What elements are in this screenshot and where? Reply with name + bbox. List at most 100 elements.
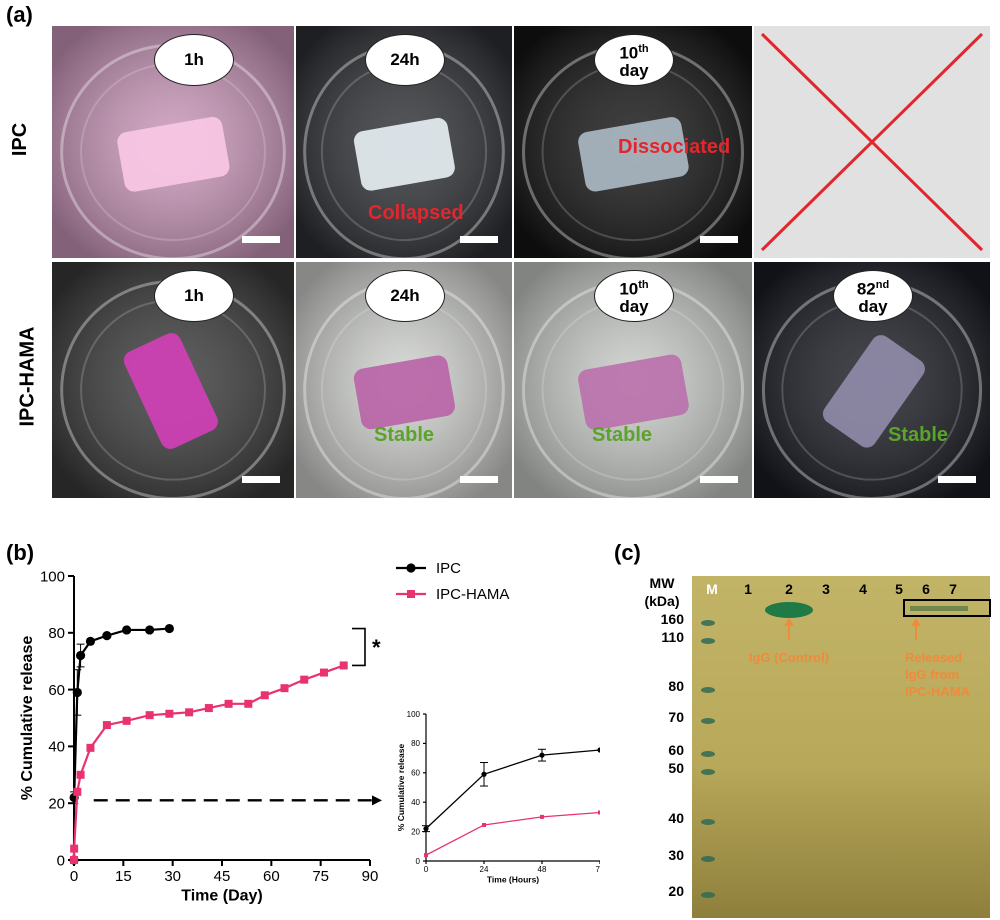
scaffold — [353, 117, 455, 191]
x-tick-label: 60 — [263, 868, 280, 885]
data-point — [122, 716, 131, 725]
y-tick-label: 100 — [40, 568, 65, 585]
status-label: Stable — [888, 424, 949, 446]
data-point — [339, 661, 348, 670]
scaffold — [117, 116, 230, 192]
lane-label: 7 — [949, 581, 957, 597]
y-tick-label: 0 — [416, 857, 421, 866]
data-point — [102, 631, 112, 641]
gel-background — [692, 576, 990, 918]
data-point — [164, 623, 174, 634]
y-tick-label: 20 — [411, 827, 420, 836]
data-point — [424, 853, 428, 858]
x-tick-label: 0 — [424, 865, 429, 874]
scaffold — [822, 335, 925, 448]
scale-bar — [700, 476, 738, 483]
scaffold — [578, 117, 689, 192]
mw-label: 110 — [661, 629, 684, 645]
sds-page-gel: MW (kDa) 160 110 80 70 60 50 40 30 20 M 1 2 3 4 5 6 7 IgG (… — [644, 575, 991, 918]
photo-ipc-hama-3 — [514, 262, 752, 498]
x-tick-label: 0 — [70, 868, 78, 885]
x-tick-label: 90 — [362, 868, 379, 885]
y-tick-label: 100 — [407, 710, 421, 719]
scale-bar — [460, 476, 498, 483]
status-label: Dissociated — [618, 136, 731, 158]
marker-band — [701, 718, 715, 724]
zoom-arrow-head — [372, 795, 382, 806]
x-axis-label: Time (Hours) — [487, 874, 539, 884]
mw-label: 160 — [661, 611, 685, 627]
y-tick-label: 60 — [48, 682, 65, 699]
x-tick-label: 24 — [480, 865, 489, 874]
data-point — [85, 636, 96, 646]
y-tick-label: 80 — [411, 739, 420, 748]
lane-label: 1 — [744, 581, 752, 597]
data-point — [72, 687, 82, 698]
mw-label: 30 — [668, 847, 684, 863]
released-igg-label: IPC-HAMA — [905, 684, 971, 699]
marker-band — [701, 856, 715, 862]
data-point — [598, 810, 600, 815]
lane-label: 2 — [785, 581, 793, 597]
y-tick-label: 60 — [411, 769, 420, 778]
data-point — [102, 721, 111, 730]
data-point — [185, 708, 194, 717]
time-point-label: 1h — [184, 286, 204, 305]
data-point — [481, 771, 487, 777]
data-point — [75, 650, 86, 661]
y-axis-label: % Cumulative release — [396, 744, 406, 832]
mw-label: 20 — [668, 883, 684, 899]
panel-c-letter: (c) — [614, 540, 641, 565]
data-point — [224, 699, 233, 708]
dish-well — [514, 26, 752, 258]
time-point-bubble: 10th day — [594, 34, 674, 86]
released-igg-label: IgG from — [905, 667, 959, 682]
released-igg-band — [910, 606, 968, 611]
legend-marker — [406, 563, 416, 573]
data-point — [280, 684, 289, 693]
photo-ipc-4 — [754, 26, 990, 258]
y-tick-label: 0 — [57, 852, 65, 869]
data-point — [540, 814, 544, 819]
time-point-bubble: 1h — [154, 34, 234, 86]
dish-well — [514, 262, 752, 498]
panel-a-letter: (a) — [6, 2, 33, 27]
mw-unit: (kDa) — [644, 593, 679, 609]
time-point-label: 1h — [184, 50, 204, 69]
data-point — [319, 668, 328, 677]
status-label: Stable — [592, 424, 653, 446]
time-point-label: 24h — [390, 286, 420, 305]
scale-bar — [242, 236, 280, 243]
marker-band — [701, 687, 715, 693]
photo-ipc-3 — [514, 26, 752, 258]
data-point — [165, 709, 174, 718]
annotation-arrowhead — [911, 618, 921, 626]
series-ipc-hama — [424, 810, 600, 858]
data-point — [300, 675, 309, 684]
time-point-label: 82nd — [856, 278, 890, 299]
data-point — [145, 625, 155, 635]
time-point-bubble: 24h — [365, 34, 445, 86]
marker-band — [701, 620, 715, 626]
mw-header: MW — [650, 575, 676, 591]
significance-bracket — [352, 627, 366, 667]
y-tick-label: 80 — [48, 625, 65, 642]
scaffold — [353, 355, 455, 430]
significance-marker: * — [372, 635, 381, 660]
scaffold — [578, 354, 689, 431]
release-chart: 0 20 40 60 80 100 0 15 30 45 60 75 90 Time (Day) % Cum… — [19, 560, 600, 905]
data-point — [244, 699, 253, 708]
data-point — [204, 704, 213, 713]
lane-label: M — [706, 581, 718, 597]
series-ipc — [422, 747, 600, 833]
lane-label: 3 — [822, 581, 830, 597]
legend-label: IPC-HAMA — [436, 586, 509, 603]
data-point — [482, 822, 486, 827]
time-point-bubble: 24h — [365, 270, 445, 322]
row-label-ipc-hama: IPC-HAMA — [16, 326, 39, 427]
marker-band — [701, 638, 715, 644]
scale-bar — [460, 236, 498, 243]
x-axis-label: Time (Day) — [181, 888, 263, 905]
igg-control-band — [765, 602, 813, 618]
series-line — [425, 749, 600, 830]
